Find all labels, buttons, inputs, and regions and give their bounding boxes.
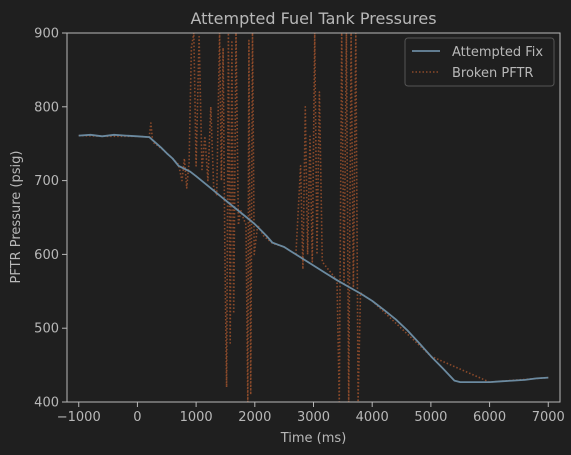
series-line-attempted-fix: [78, 133, 549, 384]
x-tick-label: 2000: [238, 410, 271, 425]
x-tick-label: 1000: [180, 410, 213, 425]
x-tick-label: 0: [133, 410, 141, 425]
x-tick-label: 5000: [414, 410, 447, 425]
x-tick-label: 3000: [297, 410, 330, 425]
y-tick-label: 400: [34, 396, 59, 411]
legend-label-attempted-fix: Attempted Fix: [452, 45, 543, 60]
y-axis-label: PFTR Pressure (psig): [9, 151, 24, 284]
y-tick-label: 500: [34, 322, 59, 337]
legend-box: [404, 37, 555, 87]
x-tick-label: 6000: [473, 410, 506, 425]
x-axis-label: Time (ms): [280, 431, 347, 446]
chart-title: Attempted Fuel Tank Pressures: [190, 9, 436, 28]
series-layer: [78, 33, 549, 402]
x-axis: −1000 0 1000 2000 3000 4000 5000 6000 7000: [57, 402, 565, 425]
y-tick-label: 700: [34, 174, 59, 189]
x-tick-label: 4000: [356, 410, 389, 425]
y-axis: 400 500 600 700 800 900: [34, 27, 67, 411]
legend: Attempted Fix Broken PFTR: [404, 37, 555, 87]
y-tick-label: 800: [34, 100, 59, 115]
legend-label-broken-pftr: Broken PFTR: [452, 66, 533, 81]
x-tick-label: −1000: [57, 410, 101, 425]
series-line-broken-pftr: [78, 33, 549, 402]
x-tick-label: 7000: [532, 410, 565, 425]
y-tick-label: 900: [34, 27, 59, 42]
y-tick-label: 600: [34, 248, 59, 263]
